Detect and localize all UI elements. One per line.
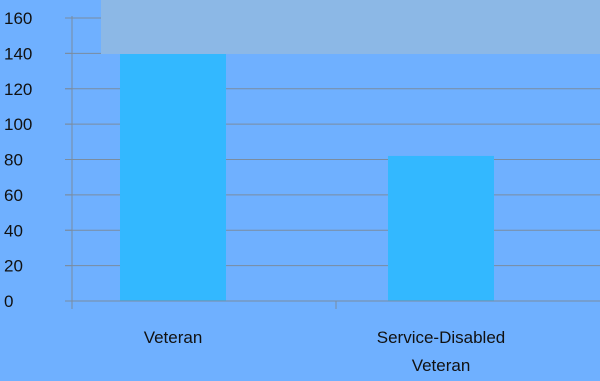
x-category-label: Service-Disabled bbox=[377, 328, 506, 347]
bars bbox=[120, 53, 494, 301]
y-tick-label: 80 bbox=[4, 151, 23, 170]
x-category-label: Veteran bbox=[144, 328, 203, 347]
x-category-labels: Veteran Service-Disabled Veteran bbox=[144, 328, 506, 375]
axes bbox=[65, 16, 600, 309]
y-tick-labels: 0 20 40 60 80 100 120 140 160 bbox=[4, 9, 32, 311]
bar bbox=[120, 53, 226, 301]
y-tick-label: 100 bbox=[4, 115, 32, 134]
y-tick-label: 120 bbox=[4, 80, 32, 99]
bar bbox=[388, 155, 494, 301]
y-tick-label: 140 bbox=[4, 44, 32, 63]
x-category-label: Veteran bbox=[412, 356, 471, 375]
y-tick-label: 20 bbox=[4, 257, 23, 276]
legend-box bbox=[101, 0, 600, 54]
y-tick-label: 60 bbox=[4, 186, 23, 205]
y-tick-label: 40 bbox=[4, 221, 23, 240]
y-tick-label: 0 bbox=[4, 292, 13, 311]
y-tick-label: 160 bbox=[4, 9, 32, 28]
